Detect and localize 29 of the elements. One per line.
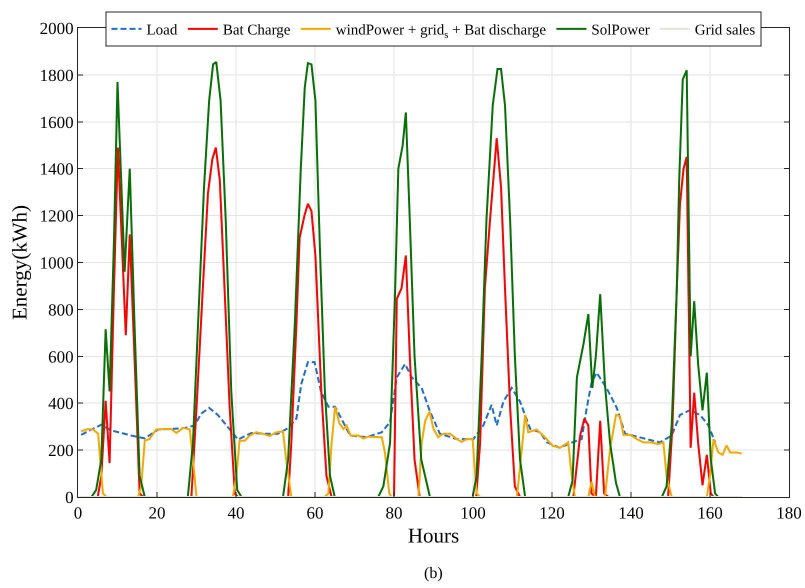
y-tick-label: 600 bbox=[48, 347, 74, 366]
legend-label: windPower + grid$_{s}$ + Bat discharge bbox=[336, 22, 546, 41]
text: (b) bbox=[424, 565, 443, 582]
y-tick-label: 800 bbox=[48, 300, 74, 320]
x-tick-label: 40 bbox=[228, 503, 244, 522]
y-tick-label: 1000 bbox=[40, 253, 74, 272]
legend-label: Bat Charge bbox=[222, 22, 291, 39]
y-tick-label: 0 bbox=[65, 488, 74, 507]
x-tick-label: 160 bbox=[697, 503, 723, 522]
x-tick-label: 140 bbox=[618, 503, 644, 522]
line-series bbox=[80, 361, 716, 449]
x-tick-label: 120 bbox=[539, 503, 565, 522]
y-tick-label: 1600 bbox=[40, 112, 74, 132]
x-tick-label: 180 bbox=[776, 503, 802, 522]
x-tick-label: 100 bbox=[460, 503, 486, 522]
x-tick-label: 60 bbox=[306, 503, 324, 522]
y-tick-label: 1800 bbox=[40, 66, 74, 85]
y-axis-title: Energy(kWh) bbox=[8, 204, 32, 320]
legend-label: Grid sales bbox=[694, 22, 756, 39]
y-tick-label: 200 bbox=[48, 441, 74, 460]
x-tick-label: 80 bbox=[386, 503, 402, 522]
legend-label: SolPower bbox=[591, 22, 650, 39]
x-tick-label: 20 bbox=[148, 503, 166, 522]
y-tick-label: 2000 bbox=[40, 18, 74, 38]
y-tick-label: 400 bbox=[48, 394, 74, 414]
y-tick-label: 1200 bbox=[40, 206, 74, 226]
x-axis-title: Hours bbox=[408, 524, 460, 548]
legend-label: Load bbox=[146, 22, 178, 39]
y-tick-label: 1400 bbox=[40, 160, 74, 179]
